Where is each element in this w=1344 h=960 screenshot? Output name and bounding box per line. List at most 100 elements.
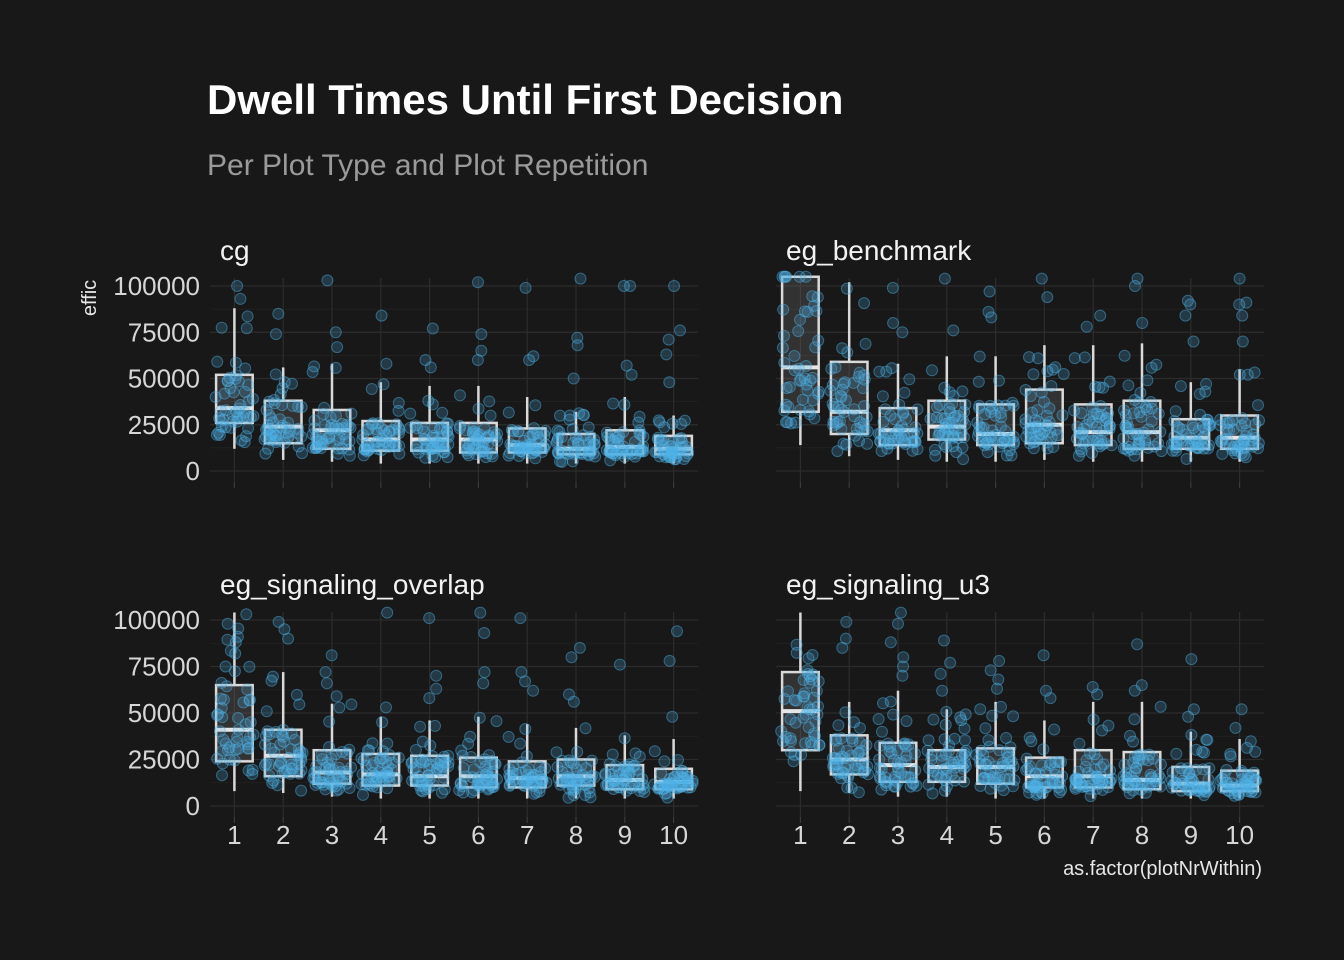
x-tick-label: 2 bbox=[842, 820, 856, 850]
data-point bbox=[315, 776, 328, 789]
data-point bbox=[316, 753, 329, 766]
data-point bbox=[881, 442, 894, 455]
data-point bbox=[861, 425, 874, 438]
data-point bbox=[336, 418, 349, 430]
data-point bbox=[551, 424, 564, 437]
data-point bbox=[357, 788, 369, 801]
outlier-point bbox=[423, 612, 436, 625]
data-point bbox=[852, 370, 865, 383]
data-point bbox=[1051, 429, 1064, 442]
data-point bbox=[247, 728, 260, 741]
data-point bbox=[575, 759, 588, 771]
data-point bbox=[1235, 437, 1248, 450]
data-point bbox=[1145, 415, 1158, 428]
data-point bbox=[653, 416, 666, 429]
data-point bbox=[808, 299, 821, 312]
data-point bbox=[666, 440, 678, 453]
data-point bbox=[310, 766, 323, 778]
outlier-point bbox=[886, 281, 899, 294]
data-point bbox=[356, 768, 369, 781]
data-point bbox=[332, 442, 345, 455]
data-point bbox=[1145, 402, 1158, 415]
data-point bbox=[284, 767, 297, 780]
data-point bbox=[210, 428, 223, 441]
data-point bbox=[375, 422, 388, 435]
data-point bbox=[682, 777, 695, 790]
data-point bbox=[417, 425, 430, 438]
data-point bbox=[984, 430, 997, 443]
data-point bbox=[668, 781, 681, 794]
data-point bbox=[669, 453, 682, 466]
data-point bbox=[315, 749, 328, 762]
data-point bbox=[981, 446, 994, 459]
data-point bbox=[247, 410, 260, 423]
data-point bbox=[1000, 435, 1013, 448]
data-point bbox=[229, 372, 242, 385]
data-point bbox=[229, 743, 242, 756]
data-point bbox=[292, 743, 305, 756]
data-point bbox=[584, 430, 597, 443]
data-point bbox=[429, 719, 441, 732]
data-point bbox=[1041, 436, 1054, 449]
data-point bbox=[632, 768, 645, 781]
data-point bbox=[392, 404, 405, 417]
data-point bbox=[1248, 766, 1261, 779]
data-point bbox=[1097, 425, 1110, 437]
data-point bbox=[323, 432, 335, 444]
data-point bbox=[1233, 368, 1246, 381]
data-point bbox=[285, 762, 298, 775]
data-point bbox=[1168, 415, 1181, 428]
data-point bbox=[327, 764, 340, 776]
data-point bbox=[1152, 437, 1165, 450]
data-point bbox=[412, 446, 425, 459]
outlier-point bbox=[836, 641, 849, 654]
outlier-point bbox=[617, 280, 630, 292]
data-point bbox=[462, 449, 475, 462]
data-point bbox=[292, 400, 305, 413]
data-point bbox=[830, 417, 843, 430]
data-point bbox=[1133, 396, 1146, 409]
data-point bbox=[1044, 425, 1057, 438]
panel-title: eg_signaling_overlap bbox=[220, 569, 485, 600]
data-point bbox=[232, 375, 245, 388]
data-point bbox=[276, 382, 289, 395]
x-tick-label: 1 bbox=[793, 820, 807, 850]
outlier-point bbox=[993, 654, 1006, 667]
data-point bbox=[517, 443, 530, 456]
data-point bbox=[952, 431, 965, 444]
data-point bbox=[859, 337, 872, 350]
data-point bbox=[583, 438, 596, 451]
data-point bbox=[1097, 381, 1110, 394]
data-point bbox=[1174, 380, 1187, 393]
data-point bbox=[292, 422, 305, 435]
data-point bbox=[1070, 432, 1083, 445]
facet-panels: cg 0 25000 50000 75000 100000 eg_benchmark eg_s… bbox=[113, 235, 1265, 850]
data-point bbox=[278, 436, 291, 449]
data-point bbox=[1120, 771, 1133, 784]
box-group-3 bbox=[872, 281, 924, 460]
data-point bbox=[993, 440, 1006, 453]
data-point bbox=[1056, 409, 1069, 422]
data-point bbox=[1196, 420, 1209, 433]
data-point bbox=[1139, 434, 1152, 447]
data-point bbox=[425, 442, 438, 455]
data-point bbox=[514, 737, 527, 750]
data-point bbox=[431, 437, 444, 450]
data-point bbox=[1029, 435, 1042, 448]
data-point bbox=[221, 375, 234, 388]
outlier-point bbox=[282, 632, 295, 645]
data-point bbox=[1055, 756, 1067, 768]
data-point bbox=[229, 356, 242, 369]
data-point bbox=[800, 378, 813, 391]
data-point bbox=[375, 766, 388, 779]
data-point bbox=[1235, 419, 1248, 432]
data-point bbox=[367, 440, 380, 453]
panel-title: eg_signaling_u3 bbox=[786, 569, 990, 600]
data-point bbox=[209, 391, 222, 403]
data-point bbox=[1074, 443, 1087, 456]
data-point bbox=[848, 410, 861, 423]
outlier-point bbox=[671, 625, 683, 638]
data-point bbox=[835, 403, 848, 416]
box bbox=[1122, 399, 1162, 451]
